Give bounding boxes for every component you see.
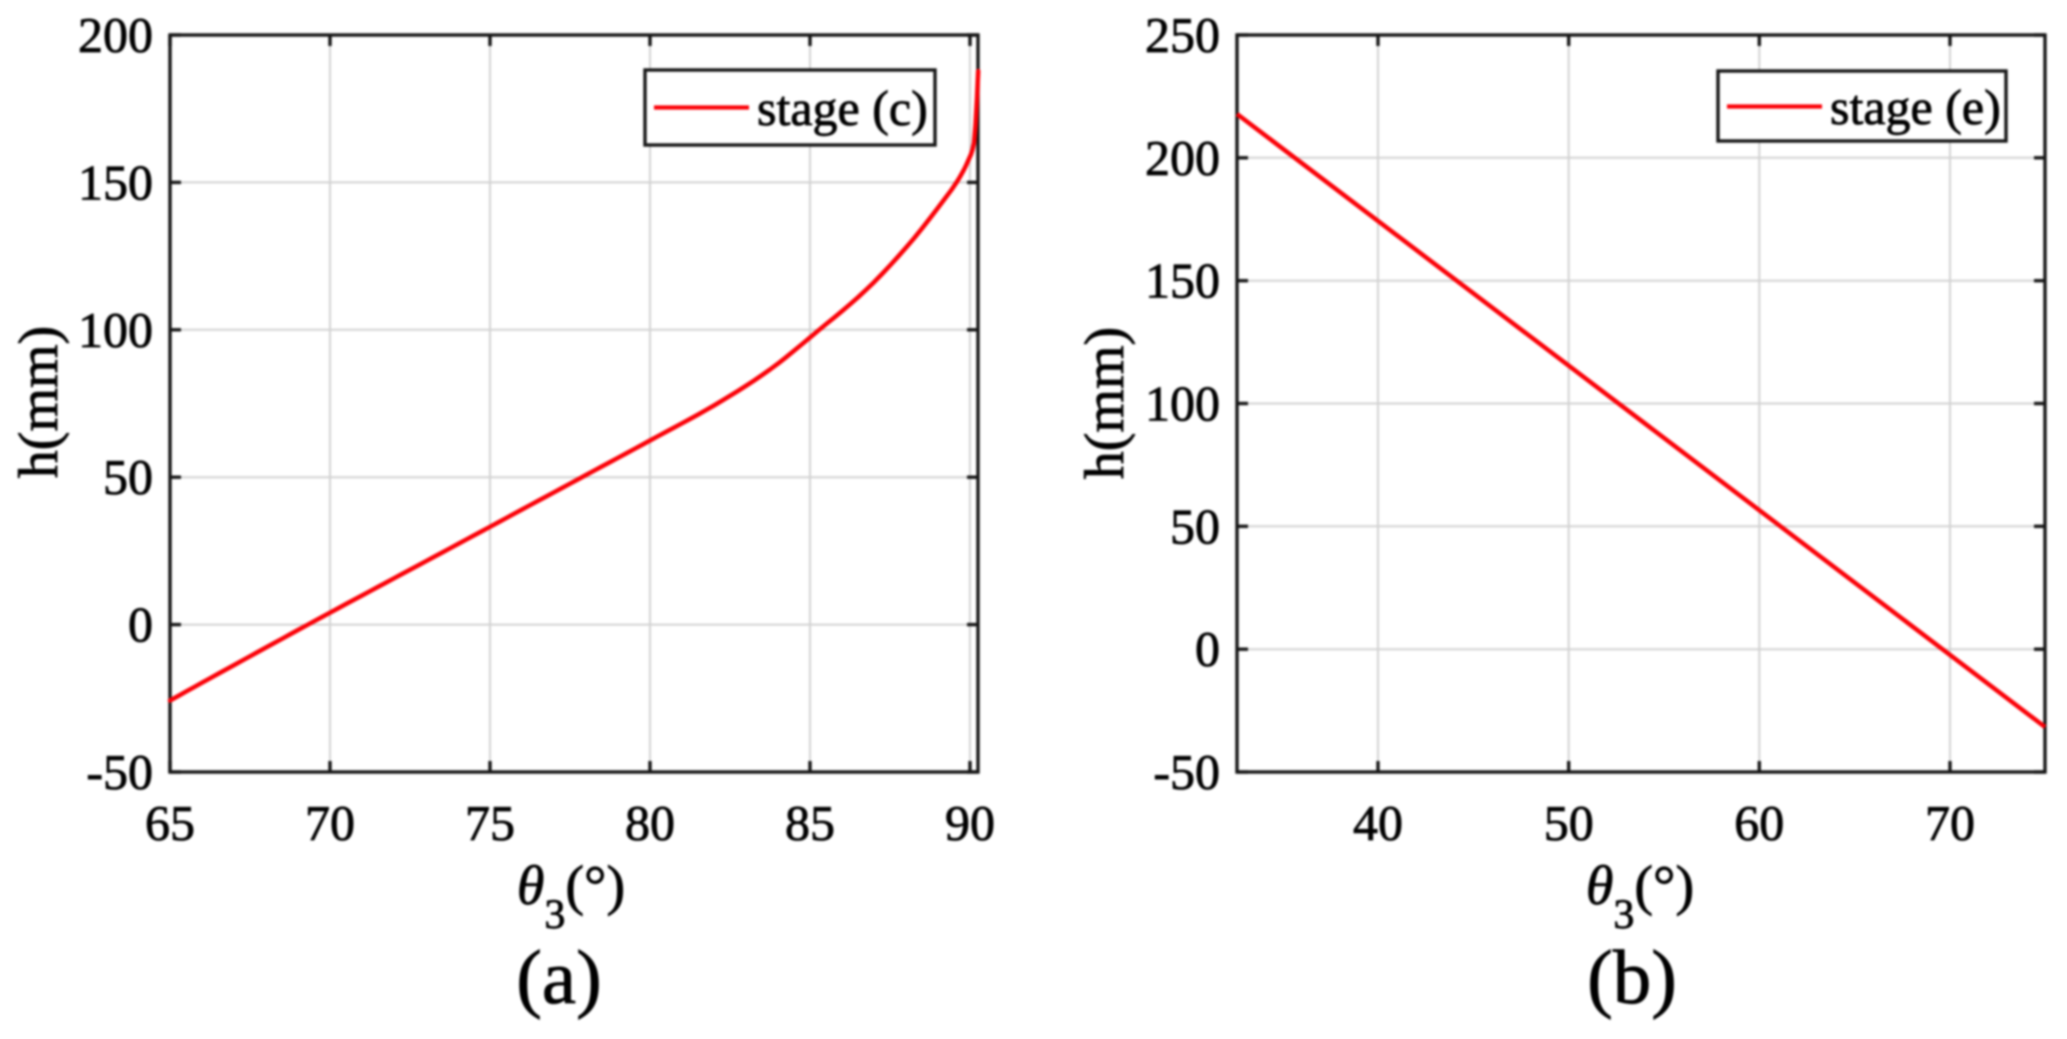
svg-text:200: 200 (1145, 130, 1220, 186)
svg-text:-50: -50 (86, 744, 153, 800)
svg-text:100: 100 (1145, 376, 1220, 432)
svg-text:0: 0 (128, 597, 153, 653)
svg-text:85: 85 (785, 795, 835, 851)
svg-text:(b): (b) (1587, 934, 1677, 1020)
svg-text:150: 150 (1145, 253, 1220, 309)
svg-text:-50: -50 (1153, 744, 1220, 800)
svg-text:h(mm): h(mm) (8, 326, 70, 478)
svg-text:0: 0 (1195, 621, 1220, 677)
svg-text:50: 50 (1544, 795, 1594, 851)
svg-text:80: 80 (625, 795, 675, 851)
svg-text:50: 50 (103, 449, 153, 505)
svg-text:75: 75 (465, 795, 515, 851)
svg-text:stage (e): stage (e) (1830, 79, 2001, 135)
svg-text:stage (c): stage (c) (757, 80, 928, 136)
svg-text:200: 200 (78, 7, 153, 63)
svg-text:70: 70 (1925, 795, 1975, 851)
svg-text:70: 70 (305, 795, 355, 851)
svg-text:θ3(°): θ3(°) (1586, 855, 1694, 938)
svg-text:h(mm): h(mm) (1074, 327, 1136, 479)
svg-text:60: 60 (1734, 795, 1784, 851)
svg-text:40: 40 (1353, 795, 1403, 851)
svg-text:100: 100 (78, 302, 153, 358)
svg-text:θ3(°): θ3(°) (517, 855, 625, 938)
svg-text:90: 90 (945, 795, 995, 851)
svg-text:50: 50 (1170, 498, 1220, 554)
svg-text:150: 150 (78, 154, 153, 210)
svg-text:(a): (a) (516, 934, 601, 1020)
svg-text:250: 250 (1145, 7, 1220, 63)
svg-text:65: 65 (145, 795, 195, 851)
